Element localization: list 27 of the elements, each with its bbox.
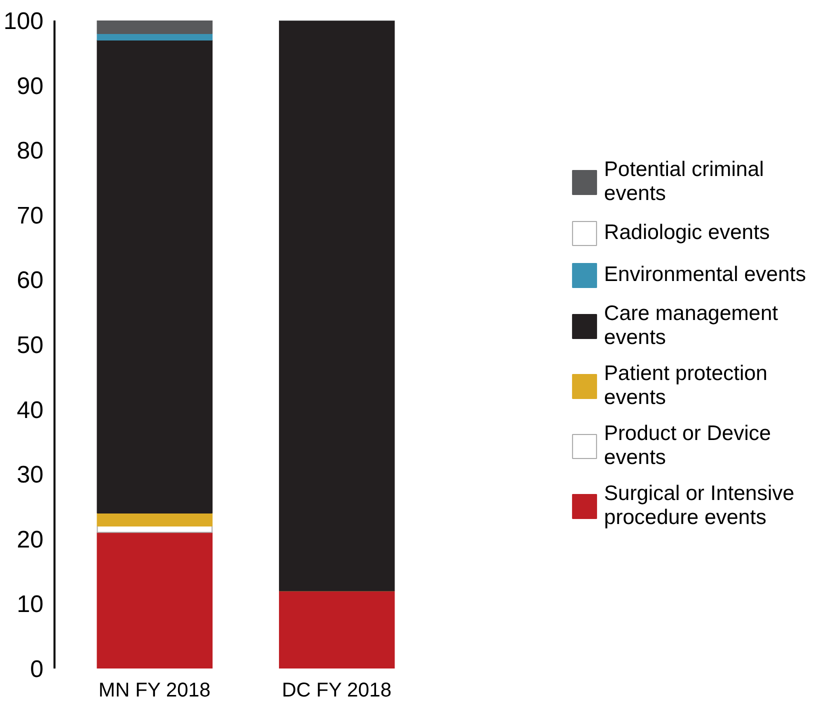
y-tick-label: 50	[16, 332, 44, 359]
y-tick-label: 0	[30, 656, 44, 683]
bar	[278, 590, 395, 668]
bar	[96, 32, 213, 40]
legend-label: Product or Device events	[604, 422, 771, 470]
legend-label: Surgical or Intensive procedure events	[604, 482, 794, 530]
bar	[96, 512, 213, 526]
legend-label: Potential criminal events	[604, 158, 764, 206]
y-tick-label: 60	[16, 267, 44, 294]
y-tick-label: 10	[16, 591, 44, 618]
x-tick-label: MN FY 2018	[98, 680, 210, 702]
y-tick-label: 30	[16, 462, 44, 489]
legend-label: Care management events	[604, 302, 778, 350]
y-tick-label: 20	[16, 526, 44, 554]
legend-label: Radiologic events	[604, 220, 770, 246]
bar	[96, 20, 213, 34]
bar	[96, 532, 213, 668]
y-tick-label: 70	[16, 202, 44, 230]
y-tick-label: 80	[16, 138, 44, 165]
y-tick-label: 90	[16, 72, 44, 100]
bar	[96, 39, 213, 514]
bar	[278, 20, 395, 592]
y-tick-label: 100	[3, 8, 44, 35]
y-tick-label: 40	[16, 396, 44, 424]
legend-label: Environmental events	[604, 262, 806, 288]
legend-label: Patient protection events	[604, 362, 768, 410]
x-tick-label: DC FY 2018	[282, 680, 392, 702]
